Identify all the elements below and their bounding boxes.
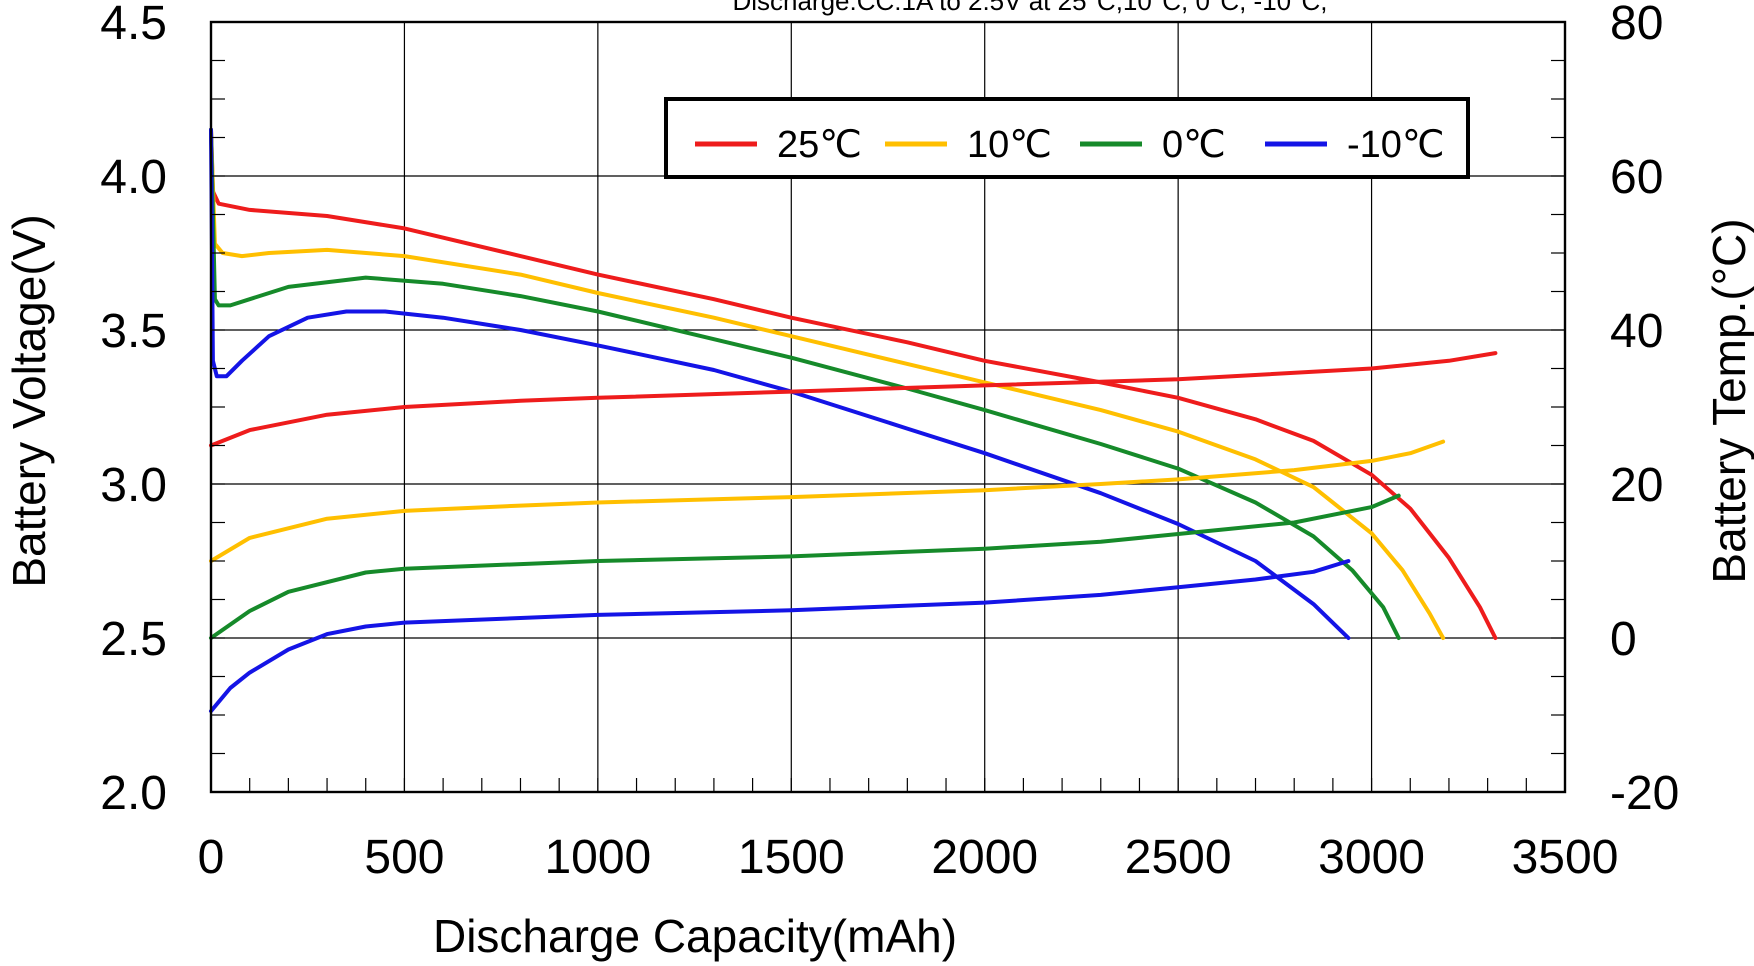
y2-tick-label: 60 [1610,151,1663,204]
x-tick-label: 500 [364,831,444,884]
series-line-temperature-4 [209,351,1498,448]
legend-label: 25℃ [777,124,862,166]
legend-label: -10℃ [1347,124,1445,166]
series-lines [209,127,1498,714]
x-tick-label: 1500 [738,831,845,884]
y2-tick-label: 40 [1610,305,1663,358]
series-line-voltage-2 [209,127,1401,640]
y-tick-label: 2.0 [100,767,167,820]
y-tick-label: 4.0 [100,151,167,204]
x-tick-label: 0 [198,831,225,884]
x-axis-title: Discharge Capacity(mAh) [433,910,957,962]
y-axis-title: Battery Voltage(V) [3,214,55,587]
legend-box [664,97,1470,179]
chart-top-note: Discharge:CC:1A to 2.5V at 25°C,10°C, 0°… [732,0,1327,16]
x-tick-label: 2500 [1125,831,1232,884]
tick-labels: 0 500 1000 1500 2000 2500 3000 3500 2.0 2.5 3.0 3.5… [100,0,1679,884]
legend-label: 10℃ [967,124,1052,166]
plot-border [209,20,1567,794]
y2-tick-label: 0 [1610,613,1637,666]
y2-tick-label: 20 [1610,459,1663,512]
x-tick-label: 2000 [931,831,1038,884]
series-line-voltage-0 [209,127,1498,640]
series-line-voltage-1 [209,127,1446,640]
legend-label: 0℃ [1162,124,1226,166]
plot-frame [209,20,1567,794]
series-line-temperature-6 [209,493,1401,640]
y-tick-label: 2.5 [100,613,167,666]
legend: 25℃ 10℃ 0℃ -10℃ [664,97,1470,179]
x-tick-label: 3000 [1318,831,1425,884]
y2-tick-label: -20 [1610,767,1679,820]
y-tick-label: 4.5 [100,0,167,50]
y-tick-label: 3.5 [100,305,167,358]
series-line-temperature-7 [209,559,1351,714]
y2-tick-label: 80 [1610,0,1663,50]
series-line-temperature-5 [209,439,1446,563]
x-tick-label: 3500 [1512,831,1619,884]
y2-axis-title: Battery Temp.(°C) [1703,218,1754,583]
y-tick-label: 3.0 [100,459,167,512]
series-line-voltage-3 [209,127,1351,640]
x-tick-label: 1000 [544,831,651,884]
